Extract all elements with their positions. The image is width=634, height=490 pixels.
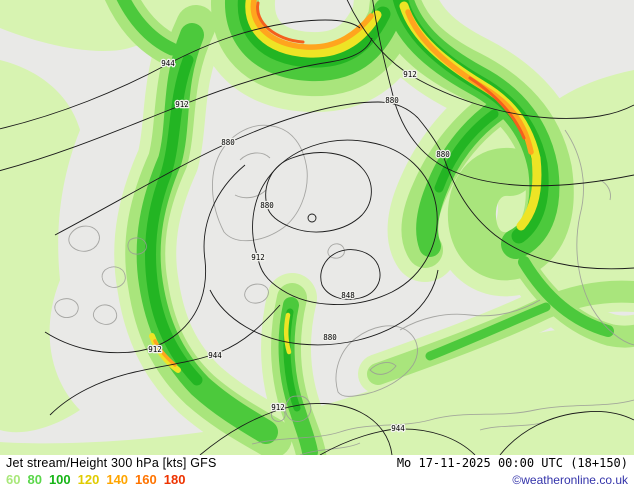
legend-value-160: 160 xyxy=(135,472,157,487)
contour-label: 944 xyxy=(208,351,222,360)
legend-value-60: 60 xyxy=(6,472,21,487)
contour-label: 912 xyxy=(175,100,189,109)
legend-value-120: 120 xyxy=(77,472,100,487)
legend-value-180: 180 xyxy=(163,472,186,487)
contour-label: 912 xyxy=(148,345,162,354)
map-caption: Jet stream/Height 300 hPa [kts] GFS Mo 1… xyxy=(0,455,634,490)
height-contours xyxy=(0,0,634,455)
copyright-link[interactable]: ©weatheronline.co.uk xyxy=(512,473,628,487)
contour-label: 848 xyxy=(341,291,355,300)
contour-label: 880 xyxy=(260,201,274,210)
contour-label: 912 xyxy=(403,70,417,79)
coastlines xyxy=(54,124,634,455)
contour-label: 944 xyxy=(391,424,405,433)
contour-label: 880 xyxy=(436,150,450,159)
contour-label: 880 xyxy=(221,138,235,147)
weather-map: 944 912 880 912 880 880 880 912 848 880 912 944 912 9… xyxy=(0,0,634,455)
map-title: Jet stream/Height 300 hPa [kts] GFS xyxy=(6,456,217,470)
legend-value-140: 140 xyxy=(106,472,129,487)
contour-label: 912 xyxy=(271,403,285,412)
contour-label: 912 xyxy=(251,253,265,262)
contour-label: 944 xyxy=(161,59,175,68)
contour-label: 880 xyxy=(323,333,337,342)
map-datetime: Mo 17-11-2025 00:00 UTC (18+150) xyxy=(396,456,628,470)
contour-labels: 944 912 880 912 880 880 880 912 848 880 912 944 912 9… xyxy=(147,58,452,435)
legend-scale: 60 80 100 120 140 160 180 xyxy=(6,472,185,487)
wind-shading-orange xyxy=(153,0,534,367)
legend-value-100: 100 xyxy=(48,472,71,487)
contour-label: 880 xyxy=(385,96,399,105)
jetstream-map-graphic: 944 912 880 912 880 880 880 912 848 880 912 944 912 9… xyxy=(0,0,634,455)
legend-value-80: 80 xyxy=(27,472,42,487)
